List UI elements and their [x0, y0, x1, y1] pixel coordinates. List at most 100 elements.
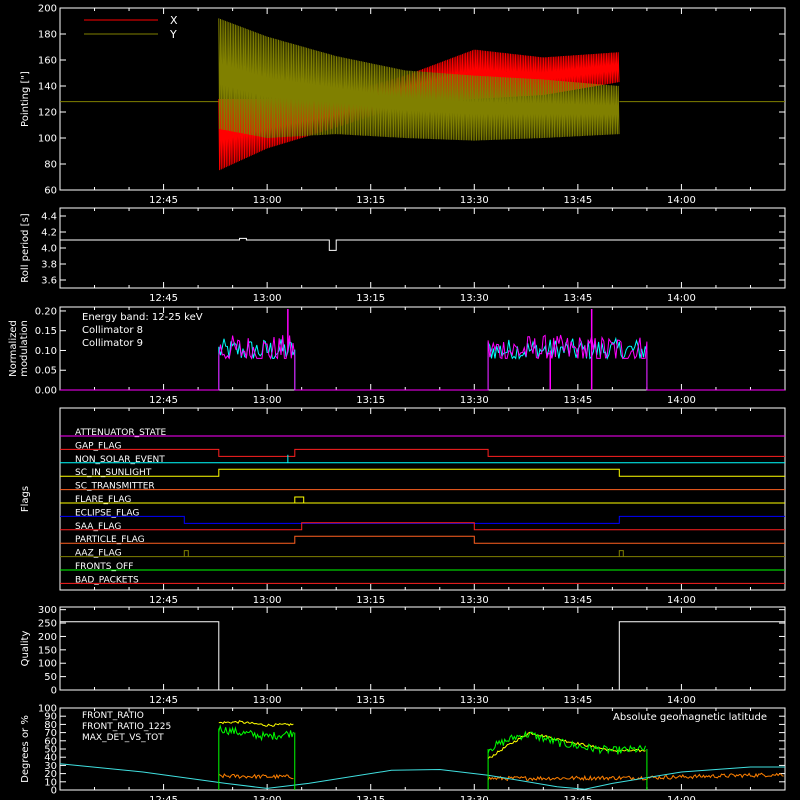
ratios-xtick-label: 13:15 — [356, 795, 385, 800]
roll-xtick-label: 13:45 — [563, 293, 592, 304]
quality-xtick-label: 13:30 — [460, 695, 489, 706]
legend-label-max-det-vs-tot: MAX_DET_VS_TOT — [82, 733, 164, 743]
flag-label-fronts-off: FRONTS_OFF — [75, 562, 133, 572]
roll-ytick-label: 3.8 — [41, 260, 57, 271]
legend-label-absolute-geomagnetic-latitude: Absolute geomagnetic latitude — [613, 712, 767, 723]
ratios-ytick-label: 30 — [44, 761, 57, 772]
ratios-ytick-label: 90 — [44, 712, 57, 723]
modulation-ytick-label: 0.05 — [35, 366, 57, 377]
flags-ylabel: Flags — [20, 486, 31, 512]
series-roll-period-line — [60, 237, 785, 251]
pointing-xtick-label: 14:00 — [667, 195, 696, 206]
ratios-ytick-label: 10 — [44, 777, 57, 788]
flag-line-gap-flag — [60, 448, 785, 457]
ratios-ytick-label: 60 — [44, 736, 57, 747]
flags-frame — [59, 407, 786, 591]
pointing-xtick-label: 12:45 — [149, 195, 178, 206]
roll-xtick-label: 13:00 — [253, 293, 282, 304]
flag-label-bad-packets: BAD_PACKETS — [75, 575, 139, 585]
modulation-ylabel: modulation — [19, 320, 30, 377]
flag-label-particle-flag: PARTICLE_FLAG — [75, 535, 145, 545]
legend-label-collimator-9: Collimator 9 — [82, 338, 143, 349]
modulation-xtick-label: 13:30 — [460, 395, 489, 406]
modulation-energy-band-annotation: Energy band: 12-25 keV — [82, 312, 203, 323]
quality-ytick-label: 50 — [44, 672, 57, 683]
pointing-ytick-label: 100 — [38, 134, 57, 145]
roll-xtick-label: 13:15 — [356, 293, 385, 304]
series-absolute-geomagnetic-latitude-line — [59, 763, 785, 790]
flag-label-aaz-flag: AAZ_FLAG — [75, 549, 122, 559]
modulation-xtick-label: 13:45 — [563, 395, 592, 406]
flags-xtick-label: 12:45 — [149, 595, 178, 606]
roll-frame — [59, 207, 786, 289]
series-collimator-9-line — [60, 334, 785, 391]
flag-line-particle-flag — [60, 535, 785, 544]
quality-frame — [59, 606, 786, 691]
modulation-xtick-label: 12:45 — [149, 395, 178, 406]
flag-label-sc-transmitter: SC_TRANSMITTER — [75, 482, 155, 492]
ratios-ylabel: Degrees or % — [20, 715, 31, 783]
roll-ytick-label: 4.2 — [41, 228, 57, 239]
pointing-ylabel: Pointing ["] — [20, 71, 31, 127]
quality-xtick-label: 13:15 — [356, 695, 385, 706]
flags-xtick-label: 14:00 — [667, 595, 696, 606]
ratios-xtick-label: 14:00 — [667, 795, 696, 800]
pointing-xtick-label: 13:00 — [253, 195, 282, 206]
legend-label-collimator-8: Collimator 8 — [82, 325, 143, 336]
modulation-ylabel: Normalized — [8, 320, 19, 377]
modulation-ytick-label: 0.00 — [35, 386, 57, 397]
roll-xtick-label: 14:00 — [667, 293, 696, 304]
flag-label-sc-in-sunlight: SC_IN_SUNLIGHT — [75, 468, 152, 478]
legend-label-front-ratio-1225: FRONT_RATIO_1225 — [82, 722, 171, 732]
ratios-ytick-label: 20 — [44, 769, 57, 780]
series-front-ratio-1225-line — [218, 724, 294, 742]
flag-label-attenuator-state: ATTENUATOR_STATE — [75, 428, 167, 438]
ratios-ytick-label: 70 — [44, 728, 57, 739]
legend-label-y: Y — [169, 28, 177, 41]
ratios-ytick-label: 40 — [44, 753, 57, 764]
flags-xtick-label: 13:30 — [460, 595, 489, 606]
pointing-ytick-label: 180 — [38, 30, 57, 41]
modulation-ytick-label: 0.10 — [35, 346, 57, 357]
modulation-xtick-label: 13:00 — [253, 395, 282, 406]
flag-line-eclipse-flag — [60, 515, 785, 524]
flags-xtick-label: 13:00 — [253, 595, 282, 606]
modulation-xtick-label: 14:00 — [667, 395, 696, 406]
roll-ytick-label: 4.4 — [41, 212, 57, 223]
flag-label-saa-flag: SAA_FLAG — [75, 522, 121, 532]
ratios-xtick-label: 13:45 — [563, 795, 592, 800]
pointing-ytick-label: 120 — [38, 108, 57, 119]
pointing-frame — [59, 7, 786, 191]
ratios-xtick-label: 13:00 — [253, 795, 282, 800]
flag-label-eclipse-flag: ECLIPSE_FLAG — [75, 508, 139, 518]
pointing-ytick-label: 200 — [38, 4, 57, 15]
ratios-xtick-label: 12:45 — [149, 795, 178, 800]
series-collimator-8-line — [60, 336, 785, 391]
pointing-xtick-label: 13:45 — [563, 195, 592, 206]
quality-xtick-label: 13:45 — [563, 695, 592, 706]
quality-ylabel: Quality — [20, 631, 31, 667]
quality-xtick-label: 12:45 — [149, 695, 178, 706]
series-max-det-vs-tot-line — [218, 773, 294, 780]
quality-ytick-label: 0 — [51, 686, 57, 697]
legend-label-x: X — [170, 14, 178, 27]
ratios-xtick-label: 13:30 — [460, 795, 489, 800]
flag-line-saa-flag — [60, 522, 785, 531]
roll-ytick-label: 3.6 — [41, 276, 57, 287]
quality-ytick-label: 150 — [38, 645, 57, 656]
series-front-ratio-line — [487, 731, 646, 760]
modulation-xtick-label: 13:15 — [356, 395, 385, 406]
flag-pulse-flare-flag — [294, 496, 305, 503]
series-y-oscillation — [218, 18, 620, 141]
flag-label-non-solar-event: NON_SOLAR_EVENT — [75, 455, 165, 465]
flag-pulse-aaz-flag — [183, 550, 189, 557]
ratios-ytick-label: 80 — [44, 720, 57, 731]
quality-ytick-label: 100 — [38, 659, 57, 670]
legend-label-front-ratio: FRONT_RATIO — [82, 711, 144, 721]
pointing-ytick-label: 60 — [44, 186, 57, 197]
ratios-ytick-label: 0 — [51, 786, 57, 797]
series-front-ratio-line — [218, 720, 294, 727]
roll-ytick-label: 4.0 — [41, 244, 57, 255]
flag-label-flare-flag: FLARE_FLAG — [75, 495, 131, 505]
